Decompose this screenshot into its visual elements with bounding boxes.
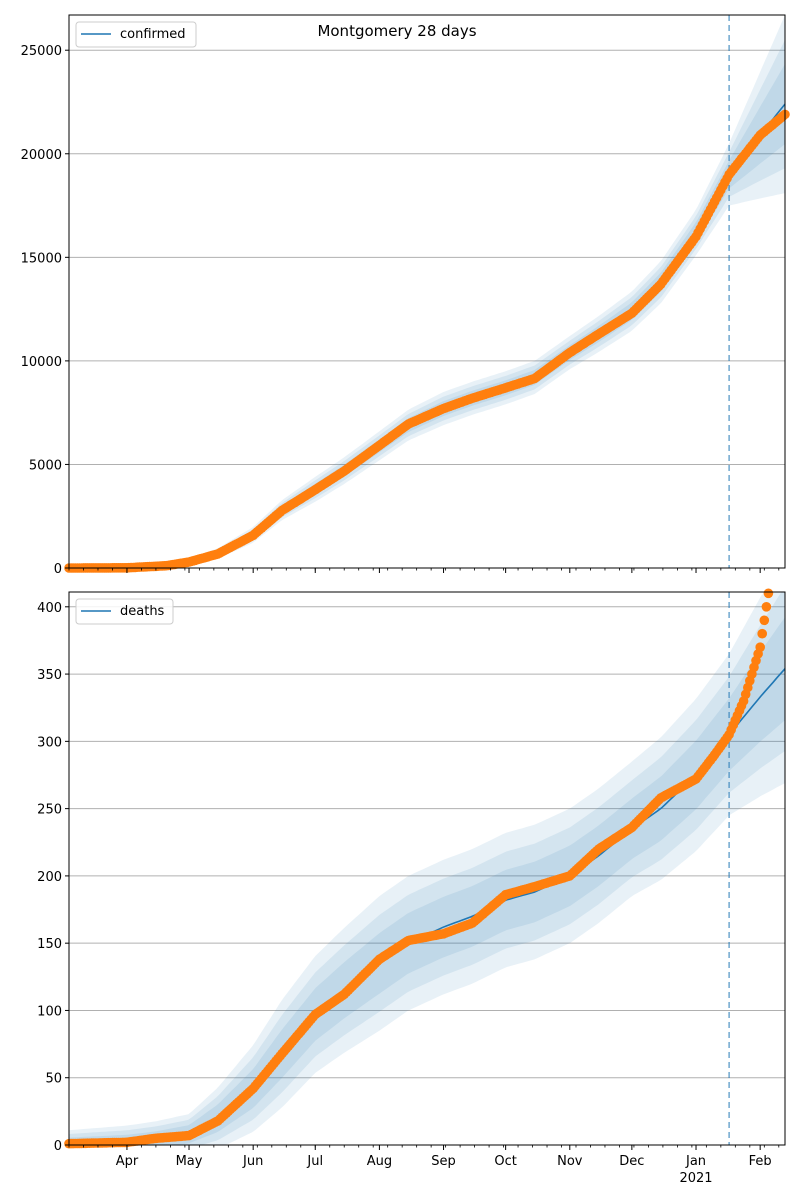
uncertainty-band-2 [69, 592, 785, 1145]
uncertainty-band-3 [69, 64, 785, 568]
x-tick-label: Jun [242, 1154, 263, 1169]
observed-point [757, 628, 767, 639]
deaths-axes: 0 50 100 150 200 250 300 350 400 Apr May Jun Jul Aug S… [37, 591, 786, 1186]
x-tick-label: Oct [494, 1154, 516, 1169]
uncertainty-band-2 [69, 39, 785, 568]
deaths-panel: 0 50 100 150 200 250 300 350 400 Apr May Jun Jul Aug S… [37, 588, 786, 1186]
confirmed-axes: 0 5000 10000 15000 20000 25000 [21, 14, 786, 577]
x-tick-label: Apr [116, 1154, 139, 1169]
x-tick-label: Nov [557, 1154, 583, 1169]
observed-point [759, 615, 770, 626]
observed-point [763, 588, 774, 599]
x-tick-label: Feb [749, 1154, 772, 1169]
axes-frame [68, 591, 786, 1146]
confirmed-legend: confirmed [75, 21, 197, 48]
x-tick-label: May [176, 1154, 203, 1169]
confirmed-panel: 0 5000 10000 15000 20000 25000 confirmed [21, 14, 790, 577]
deaths-legend: deaths [75, 598, 174, 625]
legend-entry-deaths: deaths [120, 604, 165, 619]
y-tick-label: 200 [37, 870, 62, 885]
y-tick-label: 250 [37, 803, 62, 818]
deaths-uncertainty-bands [69, 592, 785, 1145]
y-tick-label: 150 [37, 937, 62, 952]
y-tick-label: 10000 [21, 355, 62, 370]
x-tick-label: Jul [306, 1154, 323, 1169]
uncertainty-band-1 [69, 15, 785, 568]
x-year-label: 2021 [679, 1171, 712, 1186]
figure-title: Montgomery 28 days [317, 22, 476, 40]
model-line [69, 103, 786, 569]
axes-frame [68, 14, 786, 569]
uncertainty-band-1 [69, 592, 785, 1145]
x-tick-label: Sep [431, 1154, 456, 1169]
legend-entry-confirmed: confirmed [120, 27, 186, 42]
y-tick-label: 350 [37, 668, 62, 683]
y-tick-label: 300 [37, 735, 62, 750]
y-tick-label: 25000 [21, 44, 62, 59]
y-tick-label: 15000 [21, 251, 62, 266]
legend-frame [75, 598, 174, 625]
confirmed-model-line [69, 103, 786, 569]
x-tick-label: Aug [367, 1154, 392, 1169]
deaths-gridlines [69, 606, 785, 1146]
y-tick-label: 20000 [21, 148, 62, 163]
y-tick-label: 400 [37, 601, 62, 616]
y-tick-label: 0 [54, 562, 62, 577]
y-tick-label: 50 [45, 1072, 62, 1087]
y-tick-label: 5000 [29, 458, 62, 473]
confirmed-observed-points [64, 109, 790, 573]
x-tick-label: Dec [619, 1154, 644, 1169]
observed-point [755, 642, 765, 652]
confirmed-gridlines [69, 49, 785, 569]
legend-frame [75, 21, 197, 48]
observed-point [761, 602, 772, 612]
y-tick-label: 0 [54, 1139, 62, 1154]
confirmed-uncertainty-bands [69, 15, 785, 568]
y-tick-label: 100 [37, 1004, 62, 1019]
x-tick-label: Jan [685, 1154, 706, 1169]
